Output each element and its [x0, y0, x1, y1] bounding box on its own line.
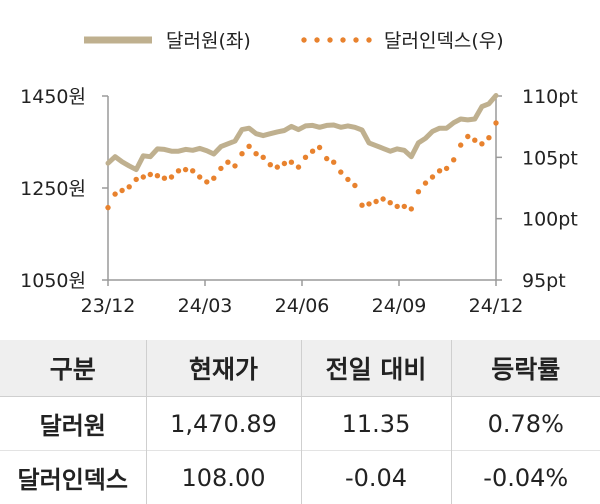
dollar-index-point	[225, 159, 231, 165]
dollar-index-point	[387, 200, 393, 206]
right-axis-ticks: 95pt 100pt 105pt 110pt	[496, 86, 578, 292]
right-tick-label: 105pt	[522, 147, 578, 169]
quote-table: 구분 현재가 전일 대비 등락률 달러원 1,470.89 11.35 0.78…	[0, 340, 600, 504]
dollar-index-point	[175, 168, 182, 174]
right-tick-label: 95pt	[522, 270, 566, 292]
dollar-index-point	[401, 203, 407, 210]
left-axis-ticks: 1050원 1250원 1450원	[20, 86, 108, 292]
x-tick-label: 24/12	[469, 295, 524, 317]
dollar-index-series	[105, 120, 499, 212]
table-row: 달러인덱스 108.00 -0.04 -0.04%	[0, 450, 600, 504]
dollar-index-point	[168, 174, 175, 180]
exchange-rate-chart: 달러원(좌) 달러인덱스(우) 1050원 1250원 1450원 95pt 100p…	[20, 30, 578, 317]
change-cell: 11.35	[300, 396, 452, 451]
dollar-index-point	[246, 143, 252, 149]
dollar-index-point	[295, 164, 302, 170]
quote-table-header: 구분 현재가 전일 대비 등락률	[0, 340, 600, 397]
dollar-index-point	[338, 169, 344, 175]
dollar-index-point	[154, 173, 161, 179]
dollar-index-point	[211, 175, 217, 181]
dollar-index-point	[443, 165, 450, 172]
row-label: 달러원	[0, 396, 147, 451]
dollar-index-point	[324, 155, 330, 162]
dollar-index-point	[182, 166, 189, 173]
dollar-index-point	[161, 175, 168, 181]
header-change: 전일 대비	[300, 340, 452, 397]
dollar-index-point	[352, 182, 358, 189]
dollar-index-point	[458, 142, 464, 148]
dollar-index-point	[486, 135, 492, 141]
change-rate-cell: -0.04%	[450, 450, 600, 504]
dollar-index-point	[316, 144, 323, 151]
dollar-index-point	[479, 141, 485, 147]
change-cell: -0.04	[300, 450, 452, 504]
left-tick-label: 1450원	[20, 86, 86, 108]
dollar-index-point	[232, 163, 238, 169]
dollar-index-point	[366, 201, 372, 207]
dollar-index-point	[415, 189, 422, 195]
header-current-price: 현재가	[145, 340, 302, 397]
dollar-index-point	[345, 176, 351, 183]
dollar-index-point	[267, 162, 273, 168]
dollar-index-point	[408, 206, 414, 212]
dollar-index-point	[394, 203, 400, 210]
right-tick-label: 100pt	[522, 209, 578, 231]
dollar-index-point	[472, 137, 478, 143]
dollar-index-point	[147, 171, 153, 178]
usdkrw-series	[105, 93, 499, 173]
dollar-index-point	[465, 133, 471, 140]
dollar-index-point	[112, 191, 118, 197]
dollar-index-point	[281, 160, 288, 167]
dollar-index-point	[197, 174, 203, 180]
dollar-index-point	[204, 179, 210, 185]
dollar-index-point	[105, 204, 111, 211]
dollar-index-point	[451, 157, 457, 163]
header-change-rate: 등락률	[450, 340, 600, 397]
dollar-index-point	[380, 196, 386, 202]
dollar-index-point	[274, 164, 280, 170]
dollar-index-point	[288, 159, 295, 165]
current-price-cell: 1,470.89	[145, 396, 302, 451]
dollar-index-point	[260, 154, 266, 160]
dollar-index-point	[140, 174, 146, 180]
current-price-cell: 108.00	[145, 450, 302, 504]
dollar-index-point	[302, 154, 309, 160]
dollar-index-point	[429, 174, 436, 180]
dollar-index-point	[422, 180, 429, 186]
dollar-index-point	[493, 120, 499, 126]
right-tick-label: 110pt	[522, 86, 578, 108]
dollar-index-point	[253, 151, 259, 157]
usdkrw-line	[105, 93, 499, 173]
x-tick-label: 24/06	[275, 295, 330, 317]
dollar-index-point	[436, 168, 443, 174]
dollar-index-point	[126, 184, 132, 190]
dollar-index-point	[239, 151, 245, 157]
header-category: 구분	[0, 340, 147, 397]
left-tick-label: 1050원	[20, 270, 86, 292]
dollar-index-point	[218, 165, 224, 172]
dollar-index-point	[119, 187, 125, 194]
left-tick-label: 1250원	[20, 178, 86, 200]
chart-legend: 달러원(좌) 달러인덱스(우)	[84, 30, 504, 52]
dollar-index-point	[190, 168, 196, 174]
dollar-index-point	[359, 202, 365, 208]
table-row: 달러원 1,470.89 11.35 0.78%	[0, 396, 600, 451]
dollar-index-point	[373, 198, 379, 205]
dollar-index-point	[133, 176, 139, 183]
dollar-index-point	[309, 148, 316, 154]
legend-label-usdkrw: 달러원(좌)	[166, 30, 251, 52]
x-tick-label: 24/09	[372, 295, 427, 317]
dollar-index-point	[331, 159, 337, 165]
row-label: 달러인덱스	[0, 450, 147, 504]
legend-swatch-dxy	[301, 37, 372, 43]
legend-label-dxy: 달러인덱스(우)	[384, 30, 504, 52]
change-rate-cell: 0.78%	[450, 396, 600, 451]
x-tick-label: 23/12	[81, 295, 136, 317]
x-axis-ticks: 23/12 24/03 24/06 24/09 24/12	[81, 280, 524, 317]
x-tick-label: 24/03	[178, 295, 233, 317]
